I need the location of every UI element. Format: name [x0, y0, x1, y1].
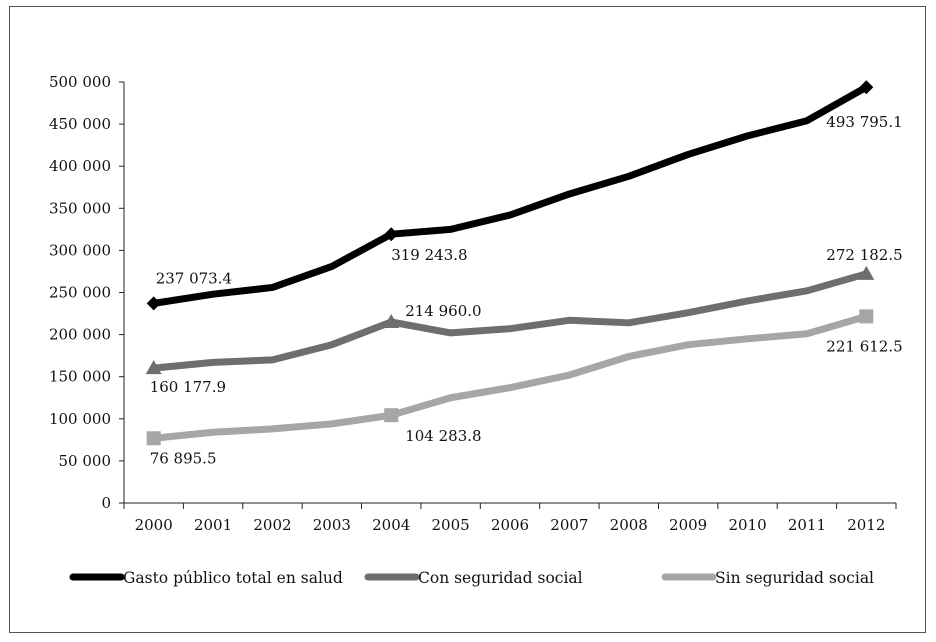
legend-label-0: Gasto público total en salud	[123, 569, 343, 587]
axes: 0 50 000 100 000 150 000 200 000 250 000 300 0…	[49, 73, 897, 534]
legend-label-2: Sin seguridad social	[715, 569, 874, 587]
square-marker	[384, 408, 399, 423]
y-tick-label: 500 000	[49, 73, 111, 91]
data-labels: 237 073.4 319 243.8 493 795.1 160 177.9 214 …	[150, 113, 903, 467]
y-tick-label: 450 000	[49, 115, 111, 133]
x-tick-label: 2003	[313, 516, 351, 534]
data-label: 214 960.0	[405, 302, 481, 320]
y-tick-label: 200 000	[49, 326, 111, 344]
x-tick-label: 2010	[728, 516, 766, 534]
series-line-1	[150, 270, 870, 372]
y-tick-label: 400 000	[49, 157, 111, 175]
x-tick-label: 2000	[135, 516, 173, 534]
x-tick-label: 2012	[847, 516, 885, 534]
legend-label-1: Con seguridad social	[418, 569, 583, 587]
triangle-marker	[858, 265, 875, 280]
x-tick-label: 2002	[253, 516, 291, 534]
diamond-marker	[859, 80, 874, 95]
series-line-2	[150, 312, 870, 442]
series-markers	[145, 80, 875, 446]
y-tick-label: 250 000	[49, 284, 111, 302]
data-label: 493 795.1	[826, 113, 902, 131]
diamond-marker	[384, 227, 399, 242]
data-label: 237 073.4	[156, 269, 232, 287]
triangle-marker	[145, 360, 162, 375]
series-line-0	[150, 83, 870, 307]
y-tick-label: 300 000	[49, 241, 111, 259]
data-label: 221 612.5	[826, 337, 902, 355]
data-label: 76 895.5	[150, 449, 217, 467]
y-tick-label: 50 000	[59, 452, 112, 470]
triangle-marker	[383, 314, 400, 329]
series-lines	[150, 83, 870, 442]
x-tick-label: 2001	[194, 516, 232, 534]
x-tick-label: 2006	[491, 516, 529, 534]
x-tick-label: 2005	[432, 516, 470, 534]
data-label: 319 243.8	[391, 246, 467, 264]
y-tick-label: 350 000	[49, 199, 111, 217]
x-tick-label: 2004	[372, 516, 410, 534]
diamond-marker	[146, 296, 161, 311]
y-tick-label: 100 000	[49, 410, 111, 428]
chart-frame	[9, 6, 926, 633]
square-marker	[146, 431, 161, 446]
x-tick-label: 2007	[550, 516, 588, 534]
data-label: 160 177.9	[150, 378, 226, 396]
y-tick-label: 0	[101, 494, 111, 512]
x-tick-label: 2011	[788, 516, 826, 534]
square-marker	[859, 309, 874, 324]
legend: Gasto público total en salud Con segurida…	[69, 569, 874, 587]
data-label: 104 283.8	[405, 427, 481, 445]
x-tick-label: 2009	[669, 516, 707, 534]
y-tick-label: 150 000	[49, 368, 111, 386]
x-tick-label: 2008	[610, 516, 648, 534]
data-label: 272 182.5	[826, 246, 902, 264]
